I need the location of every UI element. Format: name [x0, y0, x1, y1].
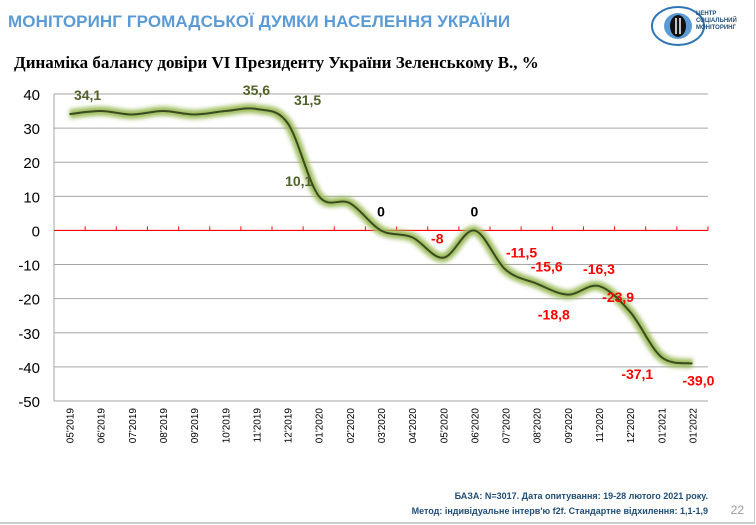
- x-tick-label: 09'2019: [190, 408, 201, 444]
- logo: ЦЕНТР СОЦІАЛЬНИЙ МОНІТОРИНГ: [648, 4, 752, 46]
- series-line-glow: [69, 103, 694, 368]
- data-label: 35,6: [243, 82, 270, 98]
- x-tick-label: 04'2020: [408, 408, 419, 444]
- x-tick-label: 08'2019: [159, 408, 170, 444]
- data-label: -8: [431, 231, 444, 247]
- data-label: 34,1: [74, 87, 101, 103]
- svg-text:ЦЕНТР: ЦЕНТР: [696, 11, 716, 17]
- x-tick-label: 06'2019: [97, 408, 108, 444]
- x-tick-label: 08'2020: [533, 408, 544, 444]
- x-tick-label: 09'2020: [564, 408, 575, 444]
- data-label: -16,3: [583, 261, 615, 277]
- y-tick-label: 0: [32, 223, 40, 240]
- x-tick-label: 01'2022: [688, 408, 699, 444]
- x-tick-label: 02'2020: [346, 408, 357, 444]
- y-tick-label: -40: [18, 360, 40, 377]
- data-label: 10,1: [285, 173, 312, 189]
- data-label: -39,0: [682, 372, 714, 388]
- data-label: -18,8: [538, 307, 570, 323]
- x-tick-label: 05'2019: [66, 408, 77, 444]
- y-tick-label: -20: [18, 292, 40, 309]
- x-tick-label: 06'2020: [470, 408, 481, 444]
- x-tick-label: 07'2019: [128, 408, 139, 444]
- x-tick-label: 11'2020: [595, 408, 606, 443]
- data-label: -37,1: [621, 366, 653, 382]
- y-tick-label: -50: [18, 394, 40, 411]
- y-tick-label: -30: [18, 326, 40, 343]
- y-tick-label: 30: [23, 121, 40, 138]
- x-tick-label: 12'2019: [284, 408, 295, 444]
- x-tick-label: 11'2019: [252, 408, 263, 443]
- footer-base: БАЗА: N=3017. Дата опитування: 19-28 лют…: [454, 491, 708, 501]
- logo-icon: ЦЕНТР СОЦІАЛЬНИЙ МОНІТОРИНГ: [651, 6, 737, 46]
- page-header: МОНІТОРИНГ ГРОМАДСЬКОЇ ДУМКИ НАСЕЛЕННЯ У…: [8, 12, 511, 31]
- page-number: 22: [730, 503, 744, 517]
- data-label: -23,9: [602, 289, 634, 305]
- x-tick-label: 01'2020: [315, 408, 326, 444]
- chart-title: Динаміка балансу довіри VI Президенту Ук…: [14, 53, 539, 72]
- series-line: [69, 107, 693, 365]
- data-label: 0: [377, 203, 385, 219]
- data-label: 31,5: [294, 92, 321, 108]
- x-tick-label: 03'2020: [377, 408, 388, 444]
- svg-text:СОЦІАЛЬНИЙ: СОЦІАЛЬНИЙ: [696, 16, 737, 24]
- y-tick-label: 40: [23, 87, 40, 104]
- footer-method: Метод: індивідуальне інтерв'ю f2f. Станд…: [411, 506, 708, 516]
- x-tick-label: 01'2021: [657, 408, 668, 444]
- y-tick-label: 10: [23, 189, 40, 206]
- data-label: -11,5: [506, 245, 537, 261]
- data-label: -15,6: [531, 259, 563, 275]
- x-tick-label: 12'2020: [626, 408, 637, 444]
- x-tick-label: 10'2019: [221, 408, 232, 444]
- data-label: 0: [471, 203, 479, 219]
- svg-text:МОНІТОРИНГ: МОНІТОРИНГ: [696, 25, 736, 31]
- x-tick-label: 05'2020: [439, 408, 450, 444]
- y-tick-label: -10: [18, 258, 40, 275]
- x-tick-label: 07'2020: [502, 408, 513, 444]
- y-tick-label: 20: [23, 155, 40, 172]
